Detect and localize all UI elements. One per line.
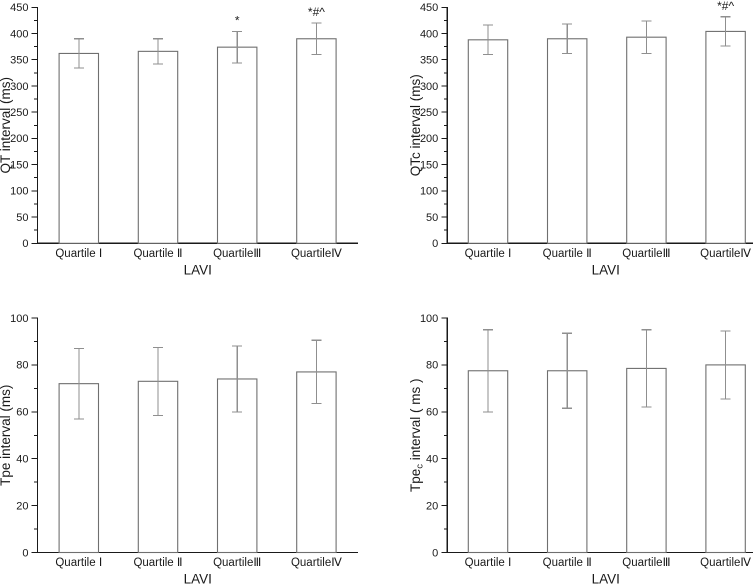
- y-tick-label: 100: [420, 313, 438, 325]
- y-tick-label: 300: [420, 81, 438, 93]
- y-tick-label: 150: [10, 159, 28, 171]
- y-tick-label: 60: [426, 407, 438, 419]
- bar: [216, 46, 258, 244]
- y-tick-label: 100: [10, 313, 28, 325]
- y-tick-label: 200: [420, 133, 438, 145]
- y-tick-label: 250: [10, 107, 28, 119]
- category-label: QuartileⅣ: [291, 557, 342, 569]
- y-tick-label: 40: [16, 454, 28, 466]
- category-label: Quartile Ⅰ: [55, 248, 102, 260]
- category-label: Quartile Ⅱ: [133, 557, 182, 569]
- bar: [467, 39, 509, 244]
- y-tick-label: 20: [426, 500, 438, 512]
- y-tick-label: 400: [420, 28, 438, 40]
- category-label: Quartile Ⅱ: [133, 248, 182, 260]
- bar: [705, 30, 746, 244]
- y-tick-label: 60: [16, 407, 28, 419]
- y-tick-label: 350: [10, 55, 28, 67]
- category-label: QuartileⅣ: [700, 248, 751, 260]
- y-axis-label: Tpec interval ( ms ): [408, 378, 426, 492]
- y-tick-label: 250: [420, 107, 438, 119]
- category-label: QuartileⅢ: [213, 557, 261, 569]
- y-tick-label: 80: [426, 360, 438, 372]
- bar: [296, 38, 337, 244]
- x-axis-label: LAVI: [184, 262, 212, 277]
- y-tick-label: 200: [10, 133, 28, 145]
- y-tick-label: 50: [16, 212, 28, 224]
- y-axis-label: QTc interval (ms): [408, 74, 423, 176]
- x-axis-label: LAVI: [184, 572, 212, 586]
- y-tick-label: 100: [420, 186, 438, 198]
- y-tick-label: 350: [420, 55, 438, 67]
- category-label: Quartile Ⅰ: [465, 557, 512, 569]
- bar: [137, 50, 179, 244]
- significance-annotation: *#^: [717, 0, 734, 13]
- category-label: QuartileⅣ: [700, 557, 751, 569]
- chart-tpe-interval: 0 20 40 60 80 100 Quartile Ⅰ Quartile Ⅱ Quartile…: [0, 313, 358, 586]
- y-tick-label: 40: [426, 454, 438, 466]
- y-tick-label: 100: [10, 186, 28, 198]
- chart-qt-interval: 0 50 100 150 200 250 300 350 400 450 Quartile Ⅰ Qua…: [0, 2, 358, 277]
- category-label: QuartileⅣ: [291, 248, 342, 260]
- chart-qtc-interval: 0 50 100 150 200 250 300 350 400 450 Quartile Ⅰ Qua…: [408, 0, 753, 277]
- y-tick-label: 0: [22, 547, 28, 559]
- y-tick-label: 450: [10, 2, 28, 14]
- bar: [546, 38, 588, 244]
- category-label: Quartile Ⅱ: [543, 557, 592, 569]
- y-axis-label: QT interval (ms): [0, 77, 13, 174]
- y-axis-label: Tpe interval (ms): [0, 385, 13, 486]
- y-tick-label: 80: [16, 360, 28, 372]
- category-label: Quartile Ⅰ: [55, 557, 102, 569]
- y-tick-label: 0: [432, 547, 438, 559]
- y-tick-label: 20: [16, 500, 28, 512]
- y-tick-label: 300: [10, 81, 28, 93]
- x-axis-label: LAVI: [592, 572, 620, 586]
- category-label: QuartileⅢ: [622, 557, 670, 569]
- category-label: QuartileⅢ: [622, 248, 670, 260]
- category-label: Quartile Ⅰ: [465, 248, 512, 260]
- chart-tpec-interval: 0 20 40 60 80 100 Quartile Ⅰ Quartile Ⅱ Quartile…: [408, 313, 753, 586]
- y-tick-label: 450: [420, 2, 438, 14]
- bar: [58, 52, 100, 244]
- y-tick-label: 400: [10, 28, 28, 40]
- y-tick-label: 50: [426, 212, 438, 224]
- bar: [626, 36, 667, 244]
- significance-annotation: *: [235, 13, 240, 27]
- x-axis-label: LAVI: [592, 262, 620, 277]
- y-tick-label: 0: [22, 238, 28, 250]
- category-label: QuartileⅢ: [213, 248, 261, 260]
- y-tick-label: 0: [432, 238, 438, 250]
- category-label: Quartile Ⅱ: [543, 248, 592, 260]
- y-tick-label: 150: [420, 159, 438, 171]
- significance-annotation: *#^: [308, 5, 325, 19]
